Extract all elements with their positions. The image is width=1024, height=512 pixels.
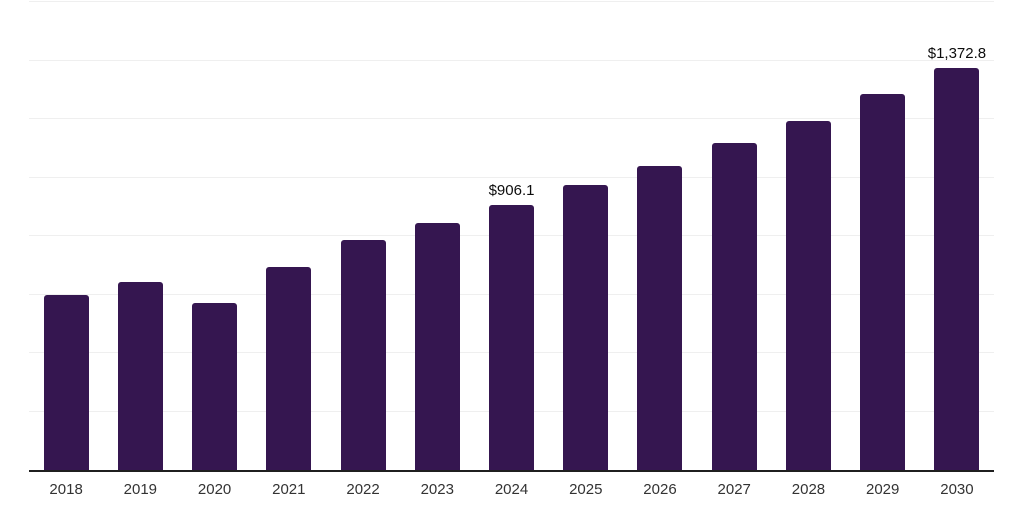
bar-value-label-2024: $906.1: [488, 181, 535, 199]
gridline-1600: [29, 1, 994, 2]
x-tick-label-2020: 2020: [197, 481, 232, 498]
bar-slot-2022: [326, 2, 400, 470]
x-tick-label-2018: 2018: [49, 481, 83, 498]
bar-2028: [785, 121, 831, 470]
bar-2030: [934, 68, 980, 470]
bar-2029: [860, 94, 906, 470]
x-tick-label-2027: 2027: [717, 481, 751, 498]
x-tick-label-2021: 2021: [272, 481, 306, 498]
x-tick-label-2022: 2022: [346, 481, 380, 498]
bar-slot-2030: $1,372.8: [920, 2, 994, 470]
bar-2026: [637, 165, 683, 470]
bar-slot-2021: [252, 2, 326, 470]
bar-slot-2020: [177, 2, 251, 470]
x-tick-label-2023: 2023: [420, 481, 454, 498]
bar-slot-2018: [29, 2, 103, 470]
x-axis-line: [29, 470, 994, 472]
x-axis-tick-labels: 2018 2019 2020 2021 2022 2023 2024 2025 2026 2027…: [29, 479, 994, 501]
x-tick-label-2025: 2025: [569, 481, 603, 498]
bar-2019: [117, 281, 163, 470]
bar-slot-2028: [771, 2, 845, 470]
x-tick-label-2030: 2030: [940, 481, 974, 498]
bar-slot-2024: $906.1: [474, 2, 548, 470]
bars-container: $906.1 $1,372.8: [29, 2, 994, 470]
bar-value-label-2030: $1,372.8: [927, 45, 987, 63]
bar-2023: [414, 222, 460, 470]
x-tick-label-2019: 2019: [123, 481, 158, 498]
bar-2027: [711, 143, 757, 470]
bar-slot-2029: [846, 2, 920, 470]
bar-slot-2019: [103, 2, 177, 470]
bar-2020: [192, 302, 238, 470]
bar-2021: [266, 267, 312, 470]
bar-slot-2027: [697, 2, 771, 470]
bar-2025: [563, 185, 609, 470]
x-tick-label-2024: 2024: [494, 481, 529, 498]
gridline-1400: [29, 59, 994, 61]
gridline-1200: [29, 118, 994, 119]
x-tick-label-2026: 2026: [643, 481, 677, 498]
gridline-1000: [29, 176, 994, 178]
bar-2024: [489, 204, 535, 470]
bar-2018: [43, 295, 89, 470]
bar-2022: [340, 239, 386, 470]
bar-slot-2026: [623, 2, 697, 470]
plot-area: $906.1 $1,372.8: [29, 1, 994, 472]
x-tick-label-2028: 2028: [791, 481, 826, 498]
bar-slot-2023: [400, 2, 474, 470]
bar-slot-2025: [549, 2, 623, 470]
x-tick-label-2029: 2029: [866, 481, 900, 498]
